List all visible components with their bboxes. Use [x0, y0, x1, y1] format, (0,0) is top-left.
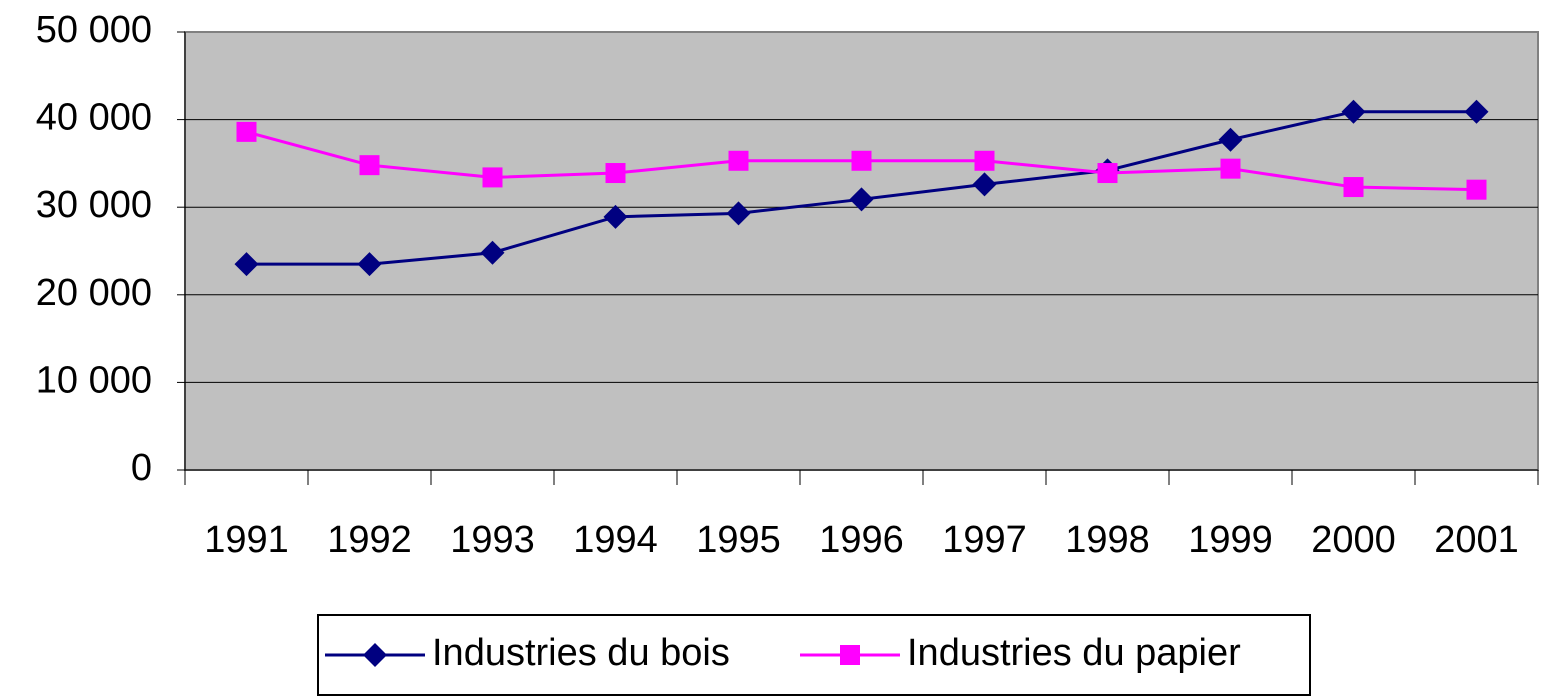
- x-tick-label: 2001: [1434, 519, 1519, 561]
- marker: [234, 252, 259, 277]
- x-tick-label: 1995: [696, 519, 781, 561]
- plot-area: [184, 31, 1539, 471]
- x-tick-label: 1991: [204, 519, 289, 561]
- marker: [726, 201, 751, 226]
- x-tick-label: 1998: [1065, 519, 1150, 561]
- x-tick-label: 1992: [327, 519, 412, 561]
- marker: [840, 645, 860, 665]
- marker: [1097, 163, 1118, 184]
- y-tick-label: 30 000: [36, 184, 152, 226]
- marker: [359, 155, 380, 176]
- marker: [972, 172, 997, 197]
- legend-label: Industries du bois: [432, 632, 730, 674]
- marker: [236, 121, 257, 142]
- marker: [1341, 99, 1366, 124]
- x-tick-label: 2000: [1311, 519, 1396, 561]
- y-tick-label: 0: [131, 447, 152, 489]
- marker: [603, 204, 628, 229]
- marker: [1466, 179, 1487, 200]
- x-tick-label: 1993: [450, 519, 535, 561]
- marker: [363, 643, 387, 667]
- marker: [728, 150, 749, 171]
- marker: [849, 187, 874, 212]
- legend-label: Industries du papier: [907, 632, 1241, 674]
- x-tick-label: 1996: [819, 519, 904, 561]
- x-tick-label: 1997: [942, 519, 1027, 561]
- y-tick-label: 10 000: [36, 359, 152, 401]
- marker: [974, 150, 995, 171]
- marker: [1464, 99, 1489, 124]
- marker: [1220, 158, 1241, 179]
- x-tick-label: 1994: [573, 519, 658, 561]
- marker: [482, 167, 503, 188]
- x-tick-label: 1999: [1188, 519, 1273, 561]
- marker: [480, 240, 505, 265]
- y-tick-label: 50 000: [36, 9, 152, 51]
- marker: [851, 150, 872, 171]
- marker: [1218, 127, 1243, 152]
- y-tick-label: 40 000: [36, 97, 152, 139]
- marker: [605, 163, 626, 184]
- marker: [1343, 177, 1364, 198]
- marker: [357, 252, 382, 277]
- y-tick-label: 20 000: [36, 272, 152, 314]
